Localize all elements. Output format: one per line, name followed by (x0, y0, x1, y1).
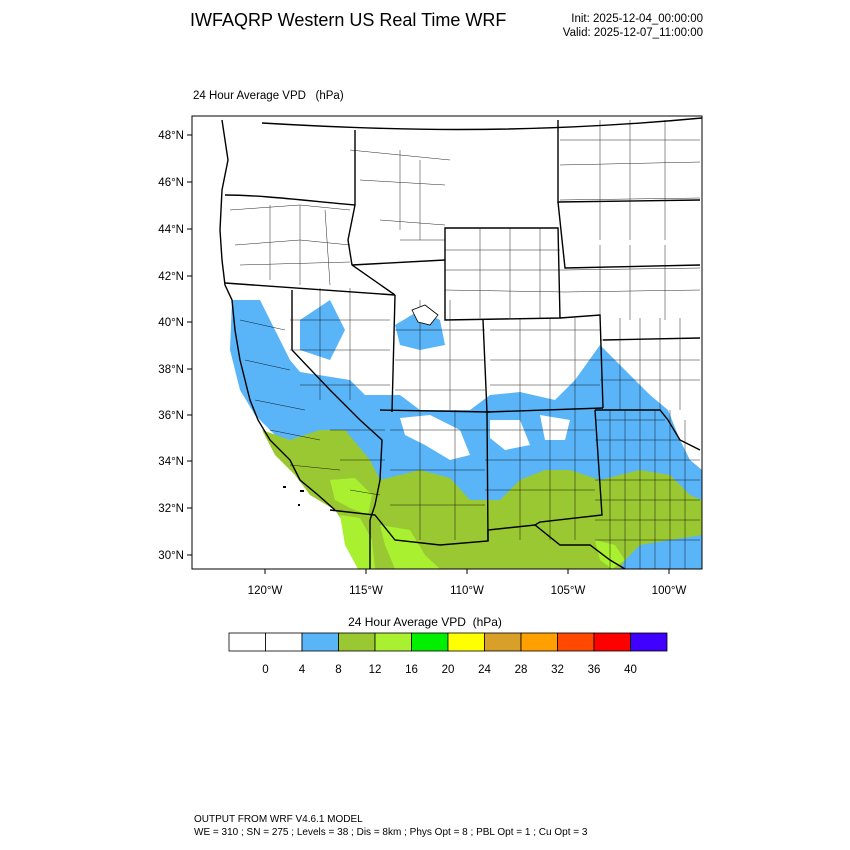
colorbar-tick-label: 8 (335, 664, 341, 676)
colorbar-swatch (411, 632, 449, 652)
great-salt-lake (411, 304, 439, 326)
colorbar-swatch (338, 632, 376, 652)
colorbar-swatch (374, 632, 412, 652)
lat-label: 40°N (158, 317, 184, 329)
field-label: 24 Hour Average VPD (hPa) (193, 90, 344, 102)
colorbar-swatch (630, 632, 668, 652)
footer-config-line: WE = 310 ; SN = 275 ; Levels = 38 ; Dis … (194, 827, 588, 838)
colorbar-tick-label: 4 (299, 664, 306, 676)
lat-label: 30°N (158, 550, 184, 562)
lat-label: 36°N (158, 410, 184, 422)
colorbar-tick-label: 24 (478, 664, 491, 676)
lat-label: 38°N (158, 364, 184, 376)
colorbar-swatch (557, 632, 595, 652)
lon-label: 115°W (349, 585, 383, 597)
lat-label: 48°N (158, 130, 184, 142)
lon-labels: 120°W 115°W 110°W 105°W 100°W (248, 585, 687, 597)
colorbar-tick-label: 0 (262, 664, 268, 676)
lat-label: 46°N (158, 177, 184, 189)
state-boundaries (219, 117, 702, 569)
channel-islands (283, 486, 304, 506)
colorbar-tick-label: 32 (551, 664, 564, 676)
lat-label: 34°N (158, 456, 184, 468)
lat-label: 42°N (158, 271, 184, 283)
page-title: IWFAQRP Western US Real Time WRF (190, 10, 507, 30)
colorbar-swatch (484, 632, 522, 652)
colorbar-swatch (447, 632, 485, 652)
colorbar-swatch (265, 632, 303, 652)
colorbar-swatch (520, 632, 558, 652)
map-frame (191, 115, 703, 570)
lon-label: 110°W (450, 585, 484, 597)
colorbar (228, 632, 668, 652)
lon-label: 120°W (248, 585, 283, 597)
colorbar-tick-label: 36 (588, 664, 601, 676)
colorbar-swatch (301, 632, 339, 652)
lat-labels: 48°N 46°N 44°N 42°N 40°N 38°N 36°N 34°N … (158, 130, 184, 562)
lon-label: 100°W (652, 585, 687, 597)
colorbar-title: 24 Hour Average VPD (hPa) (348, 615, 502, 629)
colorbar-labels: 0 4 8 12 16 20 24 28 32 36 40 (262, 664, 637, 676)
lat-label: 44°N (158, 224, 184, 236)
county-lines (229, 120, 701, 569)
colorbar-tick-label: 16 (405, 664, 418, 676)
colorbar-swatch (593, 632, 631, 652)
lon-label: 105°W (551, 585, 586, 597)
lon-ticks (264, 569, 670, 574)
lat-label: 32°N (158, 503, 184, 515)
valid-time: Valid: 2025-12-07_11:00:00 (562, 27, 703, 39)
init-time: Init: 2025-12-04_00:00:00 (571, 13, 703, 25)
colorbar-swatch (228, 632, 266, 652)
lat-ticks (187, 134, 192, 556)
colorbar-tick-label: 20 (442, 664, 455, 676)
vpd-shading-8-12 (262, 430, 702, 569)
colorbar-tick-label: 40 (624, 664, 637, 676)
colorbar-tick-label: 28 (515, 664, 528, 676)
footer-model-line: OUTPUT FROM WRF V4.6.1 MODEL (194, 814, 363, 825)
colorbar-tick-label: 12 (369, 664, 382, 676)
